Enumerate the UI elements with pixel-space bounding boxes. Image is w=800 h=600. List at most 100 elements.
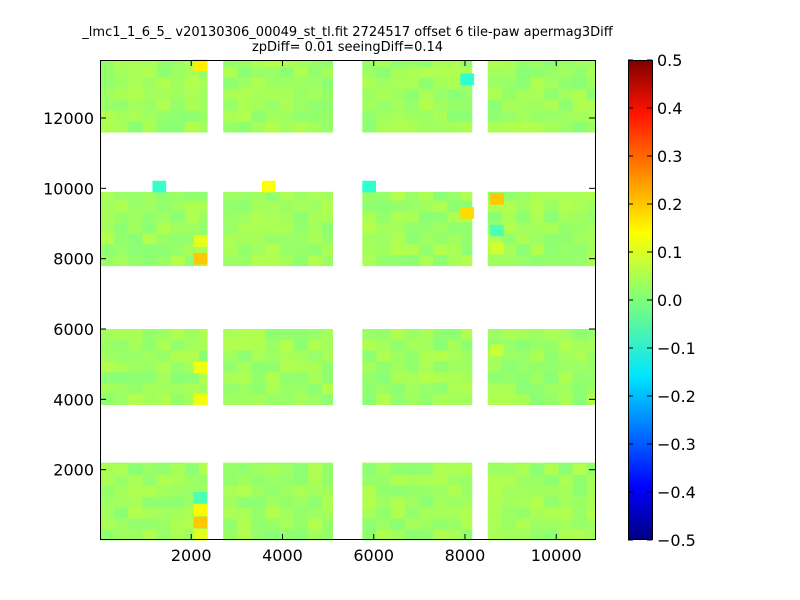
heatmap-cell (293, 462, 309, 465)
heatmap-cell (572, 393, 588, 406)
heatmap-cell (237, 496, 252, 508)
heatmap-cell (544, 99, 559, 111)
heatmap-cell (156, 518, 172, 530)
heatmap-cell (558, 371, 574, 384)
heatmap-cell (279, 191, 295, 201)
heatmap-cell (114, 211, 129, 223)
heatmap-cell (362, 507, 377, 519)
heatmap-cell (433, 463, 448, 475)
heatmap-cell (461, 463, 473, 475)
heatmap-cell (572, 88, 588, 100)
heatmap-cell (516, 222, 531, 234)
heatmap-cell (251, 77, 267, 89)
heatmap-cell (376, 518, 392, 530)
heatmap-cell (251, 254, 267, 267)
heatmap-cell (128, 77, 143, 89)
heatmap-cell (251, 382, 267, 395)
y-tick-label: 10000 (43, 179, 94, 198)
heatmap-cell (558, 200, 574, 212)
heatmap-cell (516, 361, 531, 373)
heatmap-cell (362, 222, 377, 234)
heatmap-cell (572, 496, 588, 508)
heatmap-cell (279, 507, 295, 519)
heatmap-cell (100, 211, 115, 223)
heatmap-cell (586, 60, 596, 68)
heatmap-cell (586, 77, 596, 89)
heatmap-cell (322, 222, 334, 234)
heatmap-cell (461, 474, 473, 486)
heatmap-cell (293, 191, 309, 201)
heatmap-cell (447, 66, 462, 78)
heatmap-cell (530, 77, 545, 89)
heatmap-cell (418, 110, 434, 122)
heatmap-cell (142, 382, 157, 395)
heatmap-cell (265, 507, 281, 519)
heatmap-cell (404, 211, 420, 223)
heatmap-cell (433, 339, 448, 351)
heatmap-cell (572, 474, 588, 486)
heatmap-cell (586, 329, 596, 340)
heatmap-cell (322, 200, 334, 212)
heatmap-cell (376, 529, 392, 541)
heatmap-cell (418, 254, 434, 267)
heatmap-cell (362, 371, 377, 384)
heatmap-cell (586, 191, 596, 201)
heatmap-cell (544, 463, 559, 475)
heatmap-cell (461, 462, 473, 465)
y-tick-label: 12000 (43, 109, 94, 128)
heatmap-cell (572, 361, 588, 373)
heatmap-cell (223, 88, 238, 100)
heatmap-cell (279, 350, 295, 362)
heatmap-cell (572, 60, 588, 68)
heatmap-cell (516, 191, 531, 201)
heatmap-cell (265, 382, 281, 395)
heatmap-cell (293, 66, 309, 78)
heatmap-cell (170, 200, 186, 212)
heatmap-cell (237, 371, 252, 384)
heatmap-cell (530, 361, 545, 373)
heatmap-cell (223, 361, 238, 373)
heatmap-cell (558, 474, 574, 486)
heatmap-cell (530, 339, 545, 351)
heatmap-cell (558, 88, 574, 100)
heatmap-cell (558, 350, 574, 362)
heatmap-cell (461, 382, 473, 395)
heatmap-cell (433, 99, 448, 111)
heatmap-cell (114, 507, 129, 519)
heatmap-cell (501, 463, 517, 475)
heatmap-cell (572, 507, 588, 519)
heatmap-cell (558, 60, 574, 68)
colorbar-tick-label: 0.3 (657, 147, 682, 166)
heatmap-cell (404, 191, 420, 201)
heatmap-cell (404, 222, 420, 234)
heatmap-cell (170, 66, 186, 78)
heatmap-cell (461, 361, 473, 373)
heatmap-cell (156, 474, 172, 486)
heatmap-cell (184, 382, 200, 395)
heatmap-cell-highlight (193, 528, 208, 541)
heatmap-cell (418, 393, 434, 406)
heatmap-cell (322, 463, 334, 475)
x-tick-label: 4000 (262, 546, 303, 565)
heatmap-cell (279, 474, 295, 486)
heatmap-cell (293, 99, 309, 111)
colorbar-tick-label: −0.4 (657, 483, 696, 502)
heatmap-cell (376, 211, 392, 223)
heatmap-cell (184, 462, 200, 465)
heatmap-cell (390, 243, 406, 256)
heatmap-cell (530, 233, 545, 245)
heatmap-cell (404, 496, 420, 508)
heatmap-cell (199, 485, 208, 497)
heatmap-cell (308, 393, 323, 406)
heatmap-cell (530, 474, 545, 486)
heatmap-cell (322, 361, 334, 373)
heatmap-cell (572, 329, 588, 340)
plot-frame (100, 60, 596, 540)
heatmap-cell (279, 361, 295, 373)
heatmap-cell (572, 66, 588, 78)
heatmap-cell (376, 222, 392, 234)
heatmap-cell (237, 393, 252, 406)
heatmap-cell (223, 339, 238, 351)
heatmap-cell (501, 99, 517, 111)
heatmap-cell (447, 200, 462, 212)
